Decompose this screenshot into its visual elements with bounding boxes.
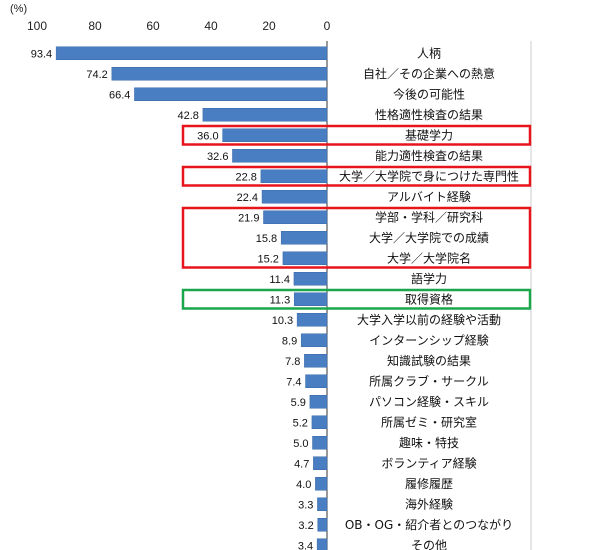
- category-label: 学部・学科／研究科: [375, 209, 483, 224]
- value-labels-group: 93.4 74.266.4 42.8 36.0 32.6 22.8 22.4 21.9 15.8…: [31, 48, 314, 550]
- value-label: 3.3: [298, 499, 313, 511]
- bar: [296, 313, 328, 327]
- value-label: 66.4: [109, 89, 130, 101]
- value-label: 15.2: [257, 253, 278, 265]
- value-label: 3.4: [298, 540, 313, 550]
- bar: [305, 374, 328, 388]
- bar: [300, 333, 328, 347]
- value-label: 22.8: [235, 171, 256, 183]
- highlight-box: [181, 206, 532, 269]
- bar: [312, 436, 328, 450]
- value-label: 22.4: [237, 192, 258, 204]
- category-label: 語学力: [411, 271, 447, 286]
- value-label: 15.8: [256, 233, 277, 245]
- category-label: 能力適性検査の結果: [375, 148, 483, 163]
- x-tick-label: 40: [204, 19, 218, 33]
- x-tick-label: 60: [146, 19, 160, 33]
- category-label: 海外経験: [405, 496, 453, 511]
- bar: [260, 169, 328, 183]
- bar: [304, 354, 328, 368]
- category-label: パソコン経験・スキル: [369, 394, 489, 409]
- category-label: 人柄: [417, 46, 441, 60]
- bar: [316, 538, 328, 550]
- value-label: 32.6: [207, 151, 228, 163]
- category-label: ボランティア経験: [381, 455, 476, 470]
- bar: [282, 251, 328, 265]
- category-label: アルバイト経験: [387, 189, 471, 204]
- category-label: 大学／大学院名: [387, 250, 471, 265]
- bar: [55, 46, 328, 60]
- category-labels-group: 人柄自社／その企業への熱意今後の可能性性格適性検査の結果基礎学力能力適性検査の結…: [339, 46, 519, 550]
- category-label: 大学入学以前の経験や活動: [357, 312, 501, 327]
- bar: [293, 292, 328, 306]
- bar: [134, 87, 328, 101]
- x-tick-label: 80: [88, 19, 102, 33]
- category-label: 自社／その企業への熱意: [363, 66, 495, 81]
- category-label: 取得資格: [405, 291, 453, 306]
- value-label: 36.0: [197, 130, 218, 142]
- category-label: OB・OG・紹介者とのつながり: [345, 517, 513, 532]
- highlight-box: [181, 288, 532, 310]
- highlight-box: [181, 165, 532, 187]
- bar: [232, 149, 328, 163]
- value-label: 5.9: [291, 397, 306, 409]
- value-label: 5.0: [293, 438, 308, 450]
- bar: [317, 518, 328, 532]
- bar: [202, 108, 328, 122]
- value-label: 74.2: [86, 69, 107, 81]
- value-label: 4.0: [296, 479, 311, 491]
- bar: [317, 497, 328, 511]
- bar: [315, 477, 328, 491]
- bar: [280, 231, 328, 245]
- bar: [261, 190, 328, 204]
- category-label: 知識試験の結果: [387, 353, 471, 368]
- value-label: 3.2: [298, 520, 313, 532]
- bar: [222, 128, 328, 142]
- category-label: 所属ゼミ・研究室: [381, 414, 477, 429]
- value-label: 8.9: [282, 335, 297, 347]
- x-tick-label: 20: [262, 19, 276, 33]
- category-label: 基礎学力: [405, 127, 453, 142]
- highlight-box: [181, 124, 532, 146]
- highlight-boxes-group: [181, 124, 532, 310]
- value-label: 10.3: [272, 315, 293, 327]
- bar: [309, 395, 328, 409]
- bar: [111, 67, 328, 81]
- value-label: 11.4: [269, 274, 290, 286]
- category-label: 性格適性検査の結果: [375, 107, 483, 122]
- category-label: 大学／大学院での成績: [369, 230, 489, 245]
- category-label: 趣味・特技: [399, 435, 459, 450]
- value-label: 93.4: [31, 48, 52, 60]
- category-label: 履修履歴: [405, 476, 453, 491]
- category-label: インターンシップ経験: [369, 332, 488, 347]
- x-tick-label: 0: [324, 19, 331, 33]
- bar: [293, 272, 328, 286]
- bar: [263, 210, 328, 224]
- bars-group: [55, 46, 328, 550]
- x-tick-label: 100: [27, 19, 47, 33]
- category-label: その他: [411, 538, 447, 550]
- value-label: 21.9: [238, 212, 259, 224]
- value-label: 7.4: [286, 376, 301, 388]
- value-label: 4.7: [294, 458, 309, 470]
- category-label: 今後の可能性: [393, 86, 465, 101]
- value-label: 11.3: [270, 294, 291, 306]
- x-axis-ticks: 100 80 60 40 20 0: [27, 19, 331, 33]
- bar: [313, 456, 328, 470]
- category-label: 所属クラブ・サークル: [369, 373, 489, 388]
- bar: [311, 415, 328, 429]
- value-label: 42.8: [177, 110, 198, 122]
- category-label: 大学／大学院で身につけた専門性: [339, 168, 519, 183]
- value-label: 5.2: [293, 417, 308, 429]
- unit-label: (%): [10, 3, 27, 15]
- value-label: 7.8: [285, 356, 300, 368]
